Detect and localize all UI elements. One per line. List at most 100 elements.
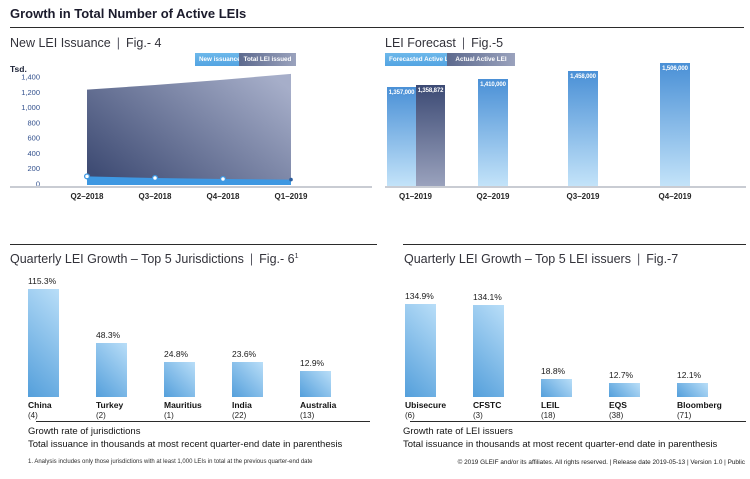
data-point-marker — [83, 173, 91, 180]
category-sub-label: (71) — [677, 411, 692, 420]
bar-eqs — [609, 382, 640, 397]
caption-line-1: Growth rate of LEI issuers — [403, 426, 513, 437]
category-label: India — [232, 400, 252, 410]
legend-fig5: Forecasted Active LEI Actual Active LEI — [385, 53, 515, 66]
y-axis-tick: 200 — [27, 164, 40, 173]
legend-item-total-lei-issued: Total LEI issued — [239, 53, 296, 66]
bar-value-label: 12.1% — [677, 370, 702, 380]
y-axis-tick: 400 — [27, 149, 40, 158]
category-label: Ubisecure — [405, 400, 447, 410]
bar-value-label: 12.7% — [609, 369, 634, 380]
bar-china — [28, 289, 59, 397]
fig-label: Fig.- 6 — [259, 252, 295, 266]
chart-footnote: 1. Analysis includes only those jurisdic… — [28, 459, 313, 465]
category-label: China — [28, 400, 52, 410]
bar-value-label: 1,410,000 — [480, 81, 506, 88]
category-sub-label: (22) — [232, 411, 247, 420]
panel-top5-lei-issuers: Quarterly LEI Growth – Top 5 LEI issuers… — [402, 244, 746, 479]
bar-actual-Q1–2019: 1,358,872 — [416, 84, 445, 186]
y-axis-tick: 600 — [27, 134, 40, 143]
area-chart-new-lei-issuance: 0 200 400 600 800 1,000 1,200 1,400 Q2–2018 Q3–20… — [10, 73, 372, 201]
category-sub-label: (6) — [405, 411, 415, 420]
bar-chart-lei-forecast: 1,357,000 1,410,000 1,458,000 1,506,000 1,35… — [385, 36, 746, 226]
category-sub-label: (18) — [541, 411, 556, 420]
caption-line-2: Total issuance in thousands at most rece… — [28, 439, 343, 450]
x-axis-line — [385, 186, 746, 188]
data-point-marker — [219, 175, 227, 183]
chart-title-fig5: LEI Forecast | Fig.-5 — [385, 36, 503, 50]
category-label: Mauritius — [164, 400, 202, 410]
x-axis-label: Q4–2019 — [658, 192, 692, 201]
bar-forecasted-Q3–2019: 1,458,000 — [568, 70, 598, 186]
bar-mauritius — [164, 361, 195, 397]
panel-new-lei-issuance: New LEI Issuance | Fig.- 4 New issuance To… — [10, 36, 375, 226]
y-axis-tick: 0 — [36, 180, 40, 189]
x-axis-label: Q1–2019 — [275, 192, 308, 201]
area-total-lei-issued — [87, 73, 291, 184]
legend-fig4: New issuance Total LEI issued — [195, 53, 296, 66]
bar-india — [232, 362, 263, 397]
bar-leil — [541, 378, 572, 397]
page-title: Growth in Total Number of Active LEIs — [10, 6, 247, 21]
chart-title-fig4: New LEI Issuance | Fig.- 4 — [10, 36, 161, 50]
panel-lei-forecast: LEI Forecast | Fig.-5 Forecasted Active LE… — [385, 36, 746, 226]
legend-item-new-issuance: New issuance — [195, 53, 241, 66]
caption-line-2: Total issuance in thousands at most rece… — [403, 439, 718, 450]
legend-item-forecasted-active-lei: Forecasted Active LEI — [385, 53, 455, 66]
bar-value-label: 48.3% — [96, 329, 121, 340]
x-axis-label: Q1–2019 — [399, 192, 432, 201]
x-axis-label: Q4–2018 — [207, 192, 240, 201]
title-separator: | — [116, 36, 120, 50]
category-label: LEIL — [541, 400, 560, 410]
fig-label: Fig.- 4 — [126, 36, 162, 50]
bar-chart-top5-lei-issuers: 134.9% Ubisecure (6) 134.1% CFSTC (3) 18.8% LEI… — [402, 244, 746, 479]
y-axis-unit-label: Tsd. — [10, 64, 27, 74]
title-separator: | — [461, 36, 466, 50]
bar-value-label: 23.6% — [232, 349, 257, 360]
panel-divider — [403, 244, 746, 245]
bar-chart-top5-jurisdictions: 115.3% China (4) 48.3% Turkey (2) 24.8% Mauriti… — [10, 244, 377, 479]
panel-divider — [10, 244, 377, 245]
bar-forecasted-Q1–2019: 1,357,000 — [387, 87, 416, 186]
category-label: EQS — [609, 400, 627, 410]
bar-forecasted-Q4–2019: 1,506,000 — [660, 63, 690, 186]
category-sub-label: (3) — [473, 411, 483, 420]
category-sub-label: (38) — [609, 411, 624, 420]
chart-title-fig7: Quarterly LEI Growth – Top 5 LEI issuers… — [404, 252, 678, 266]
chart-title-text: Quarterly LEI Growth – Top 5 LEI issuers — [404, 252, 631, 266]
category-label: CFSTC — [473, 400, 502, 410]
bar-value-label: 12.9% — [300, 358, 325, 368]
y-axis-tick: 800 — [27, 118, 40, 127]
bar-ubisecure — [405, 304, 436, 397]
title-separator: | — [249, 252, 254, 266]
category-sub-label: (13) — [300, 411, 315, 420]
bar-value-label: 134.9% — [405, 291, 434, 301]
x-axis-label: Q3–2019 — [566, 192, 600, 201]
bar-australia — [300, 371, 331, 397]
top-divider — [10, 27, 744, 28]
chart-title-text: LEI Forecast — [385, 36, 456, 50]
y-axis-tick: 1,000 — [21, 103, 40, 112]
bar-value-label: 24.8% — [164, 348, 189, 359]
category-sub-label: (1) — [164, 411, 174, 420]
fig-label: Fig.-5 — [471, 36, 504, 50]
bar-value-label: 1,358,872 — [417, 87, 444, 94]
bar-cfstc — [473, 304, 504, 397]
bar-value-label: 1,506,000 — [662, 66, 688, 72]
category-label: Australia — [300, 400, 337, 410]
x-axis-label: Q2–2019 — [476, 192, 510, 201]
chart-title-fig6: Quarterly LEI Growth – Top 5 Jurisdictio… — [10, 252, 299, 266]
category-label: Turkey — [96, 400, 124, 410]
page-footer: © 2019 GLEIF and/or its affiliates. All … — [457, 459, 745, 466]
category-label: Bloomberg — [677, 400, 722, 410]
bar-bloomberg — [677, 383, 708, 397]
caption-divider — [36, 421, 370, 422]
bar-forecasted-Q2–2019: 1,410,000 — [478, 78, 508, 186]
y-axis-tick: 1,400 — [21, 73, 40, 82]
data-point-marker — [151, 174, 159, 182]
bar-value-label: 1,458,000 — [570, 73, 596, 80]
x-axis-label: Q2–2018 — [71, 192, 104, 201]
caption-divider — [410, 421, 746, 422]
chart-title-text: Quarterly LEI Growth – Top 5 Jurisdictio… — [10, 252, 244, 266]
